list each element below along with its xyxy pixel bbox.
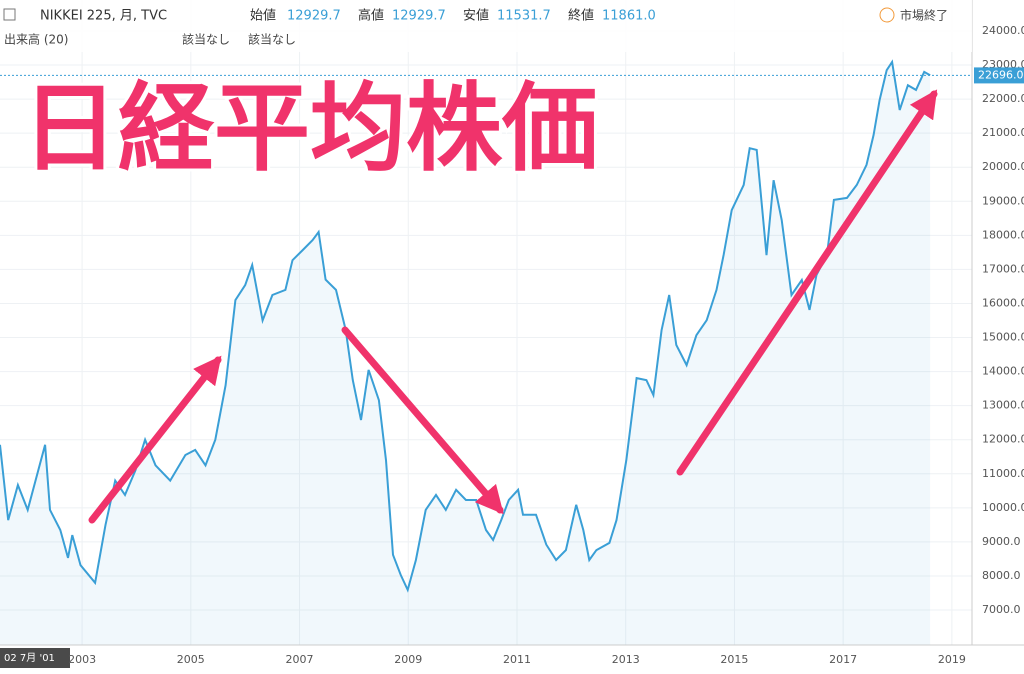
- cursor-date: 02 7月 '01: [4, 652, 55, 664]
- na-1: 該当なし: [182, 32, 230, 47]
- y-tick-label: 11000.0: [982, 467, 1024, 480]
- x-tick-label: 2019: [938, 653, 966, 666]
- y-tick-label: 13000.0: [982, 399, 1024, 412]
- x-tick-label: 2013: [612, 653, 640, 666]
- last-price-label: 22696.0: [978, 68, 1024, 81]
- y-tick-label: 16000.0: [982, 296, 1024, 309]
- x-tick-label: 2005: [177, 653, 205, 666]
- plot: [0, 59, 931, 645]
- y-tick-label: 7000.0: [982, 603, 1021, 616]
- warning-icon[interactable]: [879, 7, 895, 23]
- symbol[interactable]: NIKKEI 225, 月, TVC: [40, 9, 167, 24]
- x-tick-label: 2011: [503, 653, 531, 666]
- header-bg: [0, 0, 972, 52]
- y-tick-label: 21000.0: [982, 126, 1024, 139]
- arrow: [88, 355, 222, 524]
- y-tick-label: 17000.0: [982, 262, 1024, 275]
- close: 11861.0: [602, 9, 656, 24]
- y-tick-label: 24000.0: [982, 24, 1024, 37]
- low: 11531.7: [497, 9, 551, 24]
- x-tick-label: 2009: [394, 653, 422, 666]
- y-tick-label: 22000.0: [982, 92, 1024, 105]
- x-tick-label: 2003: [68, 653, 96, 666]
- x-tick-label: 2007: [286, 653, 314, 666]
- y-tick-label: 10000.0: [982, 501, 1024, 514]
- y-tick-label: 14000.0: [982, 365, 1024, 378]
- area: [0, 62, 931, 645]
- y-tick-label: 18000.0: [982, 228, 1024, 241]
- open-label: 始値: [250, 8, 276, 24]
- low-label: 安値: [463, 8, 489, 24]
- y-tick-label: 19000.0: [982, 194, 1024, 207]
- arrows: [88, 89, 938, 524]
- high-label: 高値: [358, 8, 384, 24]
- status: 市場終了: [900, 8, 948, 23]
- x-tick-label: 2015: [720, 653, 748, 666]
- price-line: [0, 59, 931, 593]
- y-tick-label: 12000.0: [982, 433, 1024, 446]
- y-tick-label: 20000.0: [982, 160, 1024, 173]
- cursor-date-bg: [0, 648, 70, 668]
- arrow: [341, 326, 504, 515]
- open: 12929.7: [287, 9, 341, 24]
- collapse-icon[interactable]: [3, 8, 16, 21]
- high: 12929.7: [392, 9, 446, 24]
- volume[interactable]: 出来高 (20): [4, 32, 68, 47]
- na-2: 該当なし: [248, 32, 296, 47]
- overlay-title: 日経平均株価: [22, 72, 598, 184]
- close-label: 終値: [568, 8, 594, 24]
- last-price-box: [974, 67, 1024, 84]
- arrow: [676, 89, 938, 476]
- y-tick-label: 9000.0: [982, 535, 1021, 548]
- x-tick-label: 2017: [829, 653, 857, 666]
- y-tick-label: 15000.0: [982, 331, 1024, 344]
- y-tick-label: 8000.0: [982, 569, 1021, 582]
